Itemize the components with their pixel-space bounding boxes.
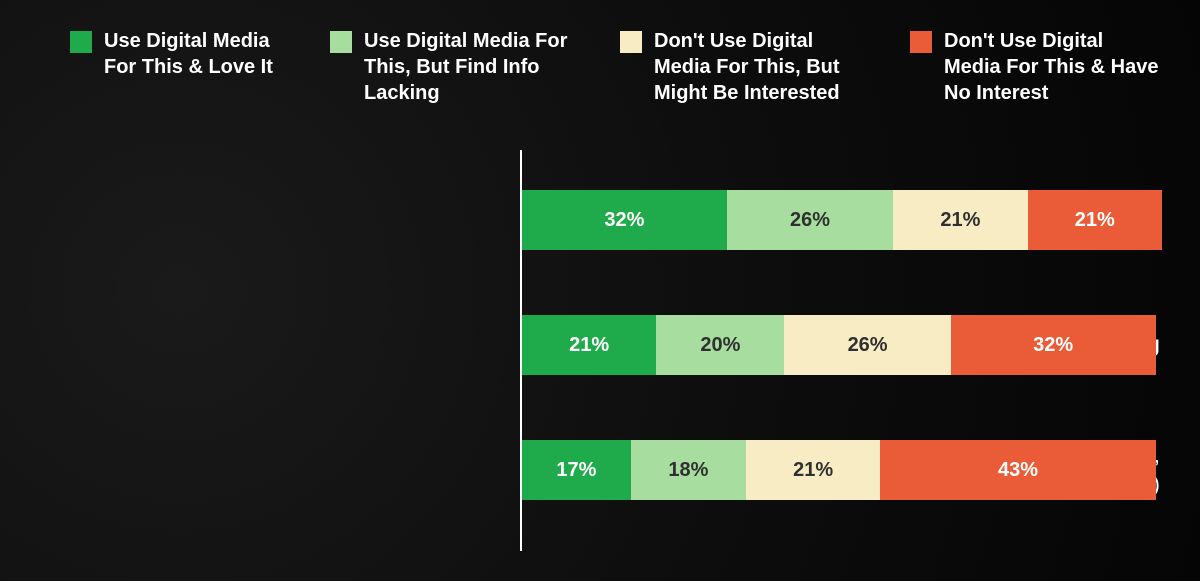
legend-swatch bbox=[620, 31, 642, 53]
legend-label: Use Digital Media For This & Love It bbox=[104, 28, 290, 80]
legend-label: Don't Use Digital Media For This & Have … bbox=[944, 28, 1160, 106]
bar-segment: 32% bbox=[951, 315, 1156, 375]
chart-row: Health, wellness, and nutrition informat… bbox=[0, 190, 1160, 250]
chart-row: Alternative diets (paleo, keto, intermit… bbox=[0, 440, 1160, 500]
bar-segment-value: 21% bbox=[1075, 209, 1115, 232]
bar-segment: 43% bbox=[880, 440, 1155, 500]
legend-label: Don't Use Digital Media For This, But Mi… bbox=[654, 28, 870, 106]
bar-segment: 26% bbox=[784, 315, 950, 375]
bar-segment: 21% bbox=[1028, 190, 1162, 250]
legend-swatch bbox=[330, 31, 352, 53]
bar-segment: 26% bbox=[727, 190, 893, 250]
chart-area: Health, wellness, and nutrition informat… bbox=[0, 150, 1160, 551]
chart-row: Environmentally-friendly / sustainabilit… bbox=[0, 315, 1160, 375]
legend-item: Use Digital Media For This & Love It bbox=[70, 28, 290, 106]
legend-item: Use Digital Media For This, But Find Inf… bbox=[330, 28, 580, 106]
bar-segment-value: 26% bbox=[848, 334, 888, 357]
bar-segment: 20% bbox=[656, 315, 784, 375]
bar-segment-value: 26% bbox=[790, 209, 830, 232]
bar-segment: 21% bbox=[522, 315, 656, 375]
legend-item: Don't Use Digital Media For This & Have … bbox=[910, 28, 1160, 106]
stacked-bar: 32% 26% 21% 21% bbox=[522, 190, 1162, 250]
bar-segment-value: 43% bbox=[998, 459, 1038, 482]
bar-segment-value: 21% bbox=[793, 459, 833, 482]
legend-item: Don't Use Digital Media For This, But Mi… bbox=[620, 28, 870, 106]
bar-segment-value: 17% bbox=[556, 459, 596, 482]
legend-swatch bbox=[70, 31, 92, 53]
legend-label: Use Digital Media For This, But Find Inf… bbox=[364, 28, 580, 106]
bar-segment: 18% bbox=[631, 440, 746, 500]
legend-swatch bbox=[910, 31, 932, 53]
legend: Use Digital Media For This & Love It Use … bbox=[70, 28, 1160, 106]
bar-segment-value: 21% bbox=[940, 209, 980, 232]
bar-segment-value: 20% bbox=[700, 334, 740, 357]
chart-canvas: Use Digital Media For This & Love It Use … bbox=[0, 0, 1200, 581]
stacked-bar: 21% 20% 26% 32% bbox=[522, 315, 1156, 375]
stacked-bar: 17% 18% 21% 43% bbox=[522, 440, 1156, 500]
bar-segment-value: 18% bbox=[668, 459, 708, 482]
bar-segment-value: 32% bbox=[604, 209, 644, 232]
bar-segment: 32% bbox=[522, 190, 727, 250]
bar-segment: 17% bbox=[522, 440, 631, 500]
bar-segment-value: 21% bbox=[569, 334, 609, 357]
bar-segment-value: 32% bbox=[1033, 334, 1073, 357]
bar-segment: 21% bbox=[893, 190, 1027, 250]
bar-segment: 21% bbox=[746, 440, 880, 500]
